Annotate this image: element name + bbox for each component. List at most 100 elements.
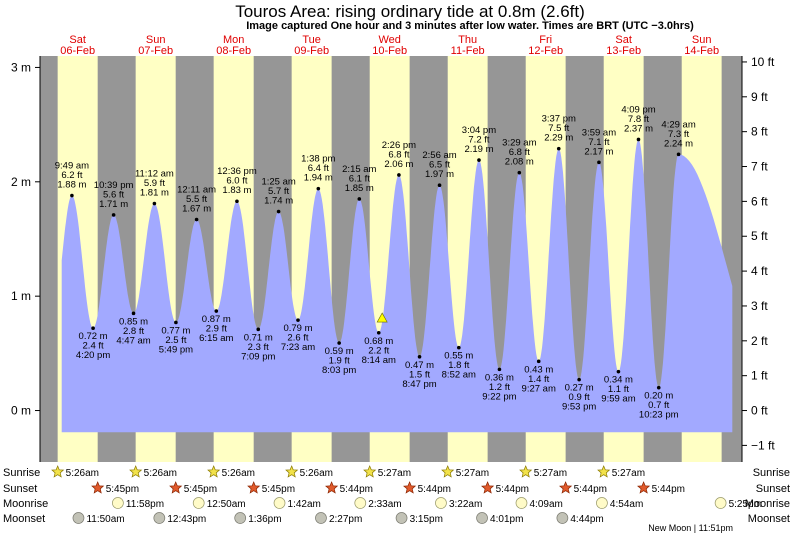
tide-m-label: 0.55 m bbox=[444, 351, 473, 362]
tide-time-label: 5:49 pm bbox=[159, 344, 193, 355]
tide-m-label: 2.17 m bbox=[584, 146, 613, 157]
tide-m-label: 2.24 m bbox=[664, 138, 693, 149]
moonrise-icon bbox=[714, 497, 727, 509]
day-date-label: 09-Feb bbox=[294, 45, 329, 57]
tide-m-label: 0.77 m bbox=[161, 325, 190, 336]
tide-m-label: 2.08 m bbox=[505, 157, 534, 168]
axes: 0 m 1 m 2 m 3 m −1 ft 0 ft 1 ft 2 ft 3 ft 4 ft 5 f… bbox=[11, 55, 775, 462]
tide-ft-label: 2.8 ft bbox=[123, 326, 144, 337]
day-name-label: Sat bbox=[615, 34, 632, 46]
tide-m-label: 0.87 m bbox=[202, 314, 231, 325]
tide-time-label: 2:56 am bbox=[422, 150, 456, 161]
sunrise-icon bbox=[51, 465, 65, 478]
high-tide-point bbox=[111, 213, 116, 217]
moonset-icon bbox=[395, 512, 408, 524]
tide-ft-label: 6.8 ft bbox=[509, 147, 530, 158]
sunset-icon bbox=[637, 481, 651, 494]
tide-time-label: 9:22 pm bbox=[482, 391, 516, 402]
tide-time-label: 8:03 pm bbox=[322, 365, 356, 376]
day-date-label: 13-Feb bbox=[606, 45, 641, 57]
sunrise-time: 5:26am bbox=[66, 468, 99, 479]
low-tide-point bbox=[536, 359, 541, 364]
tide-m-label: 0.79 m bbox=[283, 323, 312, 334]
tide-time-label: 3:04 pm bbox=[462, 125, 496, 136]
left-tick-label: 0 m bbox=[11, 404, 31, 418]
tide-ft-label: 0.9 ft bbox=[569, 392, 590, 403]
tide-time-label: 6:15 am bbox=[199, 333, 233, 344]
high-tide-point bbox=[597, 160, 601, 165]
low-tide-point bbox=[497, 367, 502, 372]
sunrise-icon bbox=[519, 465, 533, 478]
moonset-icon bbox=[72, 512, 85, 524]
tide-m-label: 1.94 m bbox=[304, 173, 333, 184]
moonset-icon bbox=[556, 512, 569, 524]
moonset-icon bbox=[315, 512, 327, 524]
moonset-label-right: Moonset bbox=[748, 513, 790, 525]
tide-time-label: 2:26 pm bbox=[382, 140, 416, 151]
low-tide-point bbox=[376, 330, 381, 335]
tide-m-label: 0.34 m bbox=[604, 375, 633, 386]
chart-subtitle: Image captured One hour and 3 minutes af… bbox=[246, 20, 694, 32]
tide-ft-label: 1.2 ft bbox=[489, 382, 510, 393]
sunset-time: 5:45pm bbox=[106, 484, 139, 495]
sunrise-time: 5:27am bbox=[534, 468, 567, 479]
tide-time-label: 8:52 am bbox=[442, 370, 476, 381]
sunset-time: 5:44pm bbox=[340, 484, 373, 495]
tide-ft-label: 0.7 ft bbox=[648, 400, 669, 411]
tide-ft-label: 2.3 ft bbox=[248, 342, 269, 353]
tide-time-label: 9:27 am bbox=[522, 383, 556, 394]
tide-m-label: 1.74 m bbox=[264, 196, 293, 207]
left-tick-label: 3 m bbox=[11, 60, 31, 74]
moonrise-time: 5:25pm bbox=[729, 499, 762, 510]
sunset-time: 5:44pm bbox=[574, 484, 607, 495]
chart-title: Touros Area: rising ordinary tide at 0.8… bbox=[235, 2, 585, 21]
sunrise-label-right: Sunrise bbox=[753, 467, 790, 479]
left-tick-label: 1 m bbox=[11, 289, 31, 303]
sunrise-label-left: Sunrise bbox=[3, 467, 40, 479]
tide-ft-label: 5.5 ft bbox=[186, 194, 207, 205]
high-tide-point bbox=[397, 173, 401, 177]
right-tick-label: −1 ft bbox=[751, 438, 775, 452]
right-tick-label: 4 ft bbox=[751, 264, 768, 278]
water-fill bbox=[61, 139, 733, 433]
high-tide-point bbox=[676, 152, 681, 157]
day-name-label: Mon bbox=[223, 34, 244, 46]
sunrise-icon bbox=[129, 465, 143, 478]
day-date-label: 08-Feb bbox=[216, 45, 251, 57]
low-tide-point bbox=[296, 318, 300, 322]
sunset-icon bbox=[91, 481, 105, 494]
tide-m-label: 1.67 m bbox=[182, 204, 211, 215]
sunrise-icon bbox=[363, 465, 377, 478]
low-tide-point bbox=[656, 385, 661, 390]
sunrise-time: 5:26am bbox=[300, 468, 333, 479]
tide-ft-label: 7.8 ft bbox=[628, 114, 649, 125]
moonrise-icon bbox=[192, 497, 205, 509]
tide-time-label: 4:20 pm bbox=[76, 350, 110, 361]
moonrise-icon bbox=[435, 497, 447, 509]
day-name-label: Thu bbox=[458, 34, 477, 46]
tide-ft-label: 6.4 ft bbox=[308, 163, 329, 174]
sunset-time: 5:44pm bbox=[496, 484, 529, 495]
tide-time-label: 4:47 am bbox=[116, 335, 150, 346]
tide-ft-label: 2.2 ft bbox=[368, 345, 389, 356]
tide-ft-label: 6.5 ft bbox=[429, 160, 450, 171]
day-date-label: 10-Feb bbox=[372, 45, 407, 57]
moonset-icon bbox=[476, 512, 488, 524]
tide-time-label: 9:59 am bbox=[601, 394, 635, 405]
right-tick-label: 3 ft bbox=[751, 299, 768, 313]
tide-ft-label: 5.7 ft bbox=[268, 186, 289, 197]
tide-ft-label: 6.0 ft bbox=[226, 176, 247, 187]
day-name-label: Fri bbox=[539, 34, 552, 46]
sunrise-icon bbox=[597, 465, 611, 478]
tide-annotations: 9:49 am6.2 ft1.88 m 0.72 m2.4 ft4:20 pm 10… bbox=[55, 104, 696, 420]
tide-ft-label: 5.6 ft bbox=[103, 189, 124, 200]
high-tide-point bbox=[556, 146, 561, 151]
moonset-time: 4:01pm bbox=[490, 514, 523, 525]
sunrise-icon bbox=[441, 465, 455, 478]
tide-ft-label: 6.8 ft bbox=[388, 149, 409, 160]
sun-moon-rows: Sunrise Sunrise Sunset Sunset Moonrise Moonri… bbox=[3, 465, 790, 533]
moonset-time: 11:50am bbox=[86, 514, 124, 525]
new-moon-note: New Moon | 11:51pm bbox=[648, 523, 733, 533]
sunset-icon bbox=[325, 481, 339, 494]
moonrise-icon bbox=[112, 497, 124, 509]
